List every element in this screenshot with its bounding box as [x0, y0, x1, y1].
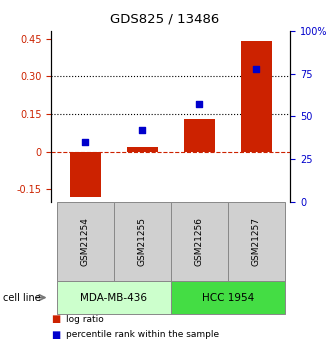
- Text: GSM21256: GSM21256: [195, 217, 204, 266]
- FancyBboxPatch shape: [57, 281, 171, 314]
- Point: [253, 66, 259, 71]
- Text: GSM21255: GSM21255: [138, 217, 147, 266]
- FancyBboxPatch shape: [228, 202, 285, 281]
- Text: ■: ■: [51, 330, 60, 339]
- FancyBboxPatch shape: [171, 281, 285, 314]
- Bar: [241, 41, 272, 151]
- Bar: [127, 147, 158, 151]
- Text: HCC 1954: HCC 1954: [202, 293, 254, 303]
- FancyBboxPatch shape: [114, 202, 171, 281]
- Text: MDA-MB-436: MDA-MB-436: [80, 293, 147, 303]
- Text: log ratio: log ratio: [66, 315, 104, 324]
- Text: ■: ■: [51, 314, 60, 324]
- Bar: [70, 151, 101, 197]
- Text: GSM21254: GSM21254: [81, 217, 90, 266]
- FancyBboxPatch shape: [171, 202, 228, 281]
- FancyBboxPatch shape: [57, 202, 114, 281]
- Point: [140, 127, 145, 133]
- Text: cell line: cell line: [3, 293, 41, 303]
- Text: GDS825 / 13486: GDS825 / 13486: [110, 12, 220, 25]
- Point: [197, 102, 202, 107]
- Text: GSM21257: GSM21257: [252, 217, 261, 266]
- Text: percentile rank within the sample: percentile rank within the sample: [66, 330, 219, 339]
- Point: [83, 139, 88, 145]
- Bar: [183, 119, 215, 151]
